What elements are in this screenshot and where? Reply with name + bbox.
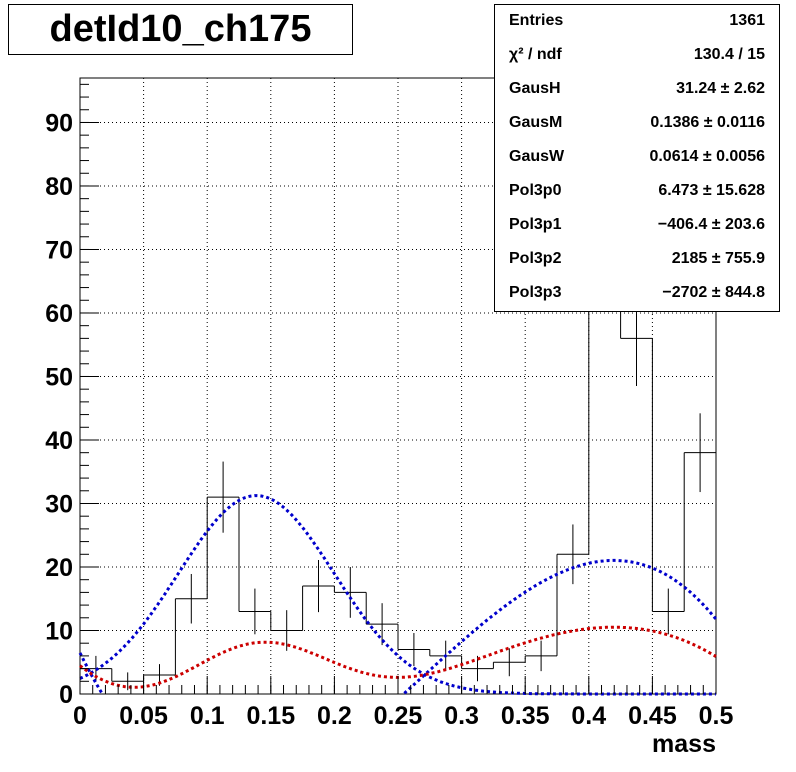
- stats-row: Entries 1361: [495, 5, 779, 37]
- x-tick-label: 0.15: [246, 702, 295, 730]
- x-tick-label: 0.2: [317, 702, 352, 730]
- x-tick-label: 0.4: [571, 702, 606, 730]
- stats-row-name: GausH: [509, 80, 561, 97]
- stats-row: Pol3p2 2185 ± 755.9: [495, 243, 779, 275]
- chart-title: detId10_ch175: [8, 4, 353, 55]
- stats-row: GausM 0.1386 ± 0.0116: [495, 107, 779, 139]
- y-tick-label: 70: [45, 236, 73, 264]
- stats-row-value: 0.0614 ± 0.0056: [649, 148, 765, 165]
- y-tick-label: 60: [45, 300, 73, 328]
- y-tick-label: 0: [59, 681, 73, 709]
- x-tick-label: 0.35: [501, 702, 550, 730]
- stats-row-value: −2702 ± 844.8: [662, 284, 765, 301]
- x-tick-label: 0.1: [190, 702, 225, 730]
- y-tick-label: 50: [45, 363, 73, 391]
- stats-row-value: −406.4 ± 203.6: [657, 216, 765, 233]
- x-tick-label: 0.05: [119, 702, 168, 730]
- stats-row: χ² / ndf 130.4 / 15: [495, 39, 779, 71]
- stats-row-name: Pol3p2: [509, 250, 562, 267]
- y-tick-label: 40: [45, 427, 73, 455]
- x-tick-label: 0.5: [699, 702, 734, 730]
- x-tick-label: 0.45: [628, 702, 677, 730]
- stats-box: Entries 1361 χ² / ndf 130.4 / 15 GausH 31.24 …: [494, 4, 780, 312]
- x-tick-label: 0.3: [444, 702, 479, 730]
- stats-row: GausW 0.0614 ± 0.0056: [495, 141, 779, 173]
- stats-row-value: 130.4 / 15: [693, 46, 765, 63]
- stats-row: GausH 31.24 ± 2.62: [495, 73, 779, 105]
- y-tick-label: 80: [45, 173, 73, 201]
- stats-row-value: 0.1386 ± 0.0116: [650, 114, 765, 131]
- stats-row-name: Entries: [509, 12, 564, 29]
- x-axis-title: mass: [652, 730, 716, 758]
- stats-row: Pol3p0 6.473 ± 15.628: [495, 175, 779, 207]
- stats-row-value: 31.24 ± 2.62: [676, 80, 765, 97]
- axes: 0 0.05 0.1 0.15 0.2 0.25 0.3 0.35 0.4 0.45 0.5 0 10 2…: [45, 83, 734, 730]
- stats-row-value: 1361: [729, 12, 765, 29]
- stats-row: Pol3p3 −2702 ± 844.8: [495, 277, 779, 309]
- x-tick-label: 0: [73, 702, 87, 730]
- stats-row: Pol3p1 −406.4 ± 203.6: [495, 209, 779, 241]
- stats-row-name: Pol3p1: [509, 216, 562, 233]
- stats-row-name: Pol3p3: [509, 284, 562, 301]
- y-tick-label: 10: [45, 617, 73, 645]
- stats-row-value: 2185 ± 755.9: [671, 250, 765, 267]
- stats-row-name: GausW: [509, 148, 565, 165]
- stats-row-name: Pol3p0: [509, 182, 562, 199]
- y-tick-label: 20: [45, 554, 73, 582]
- stats-row-value: 6.473 ± 15.628: [658, 182, 765, 199]
- x-tick-label: 0.25: [374, 702, 423, 730]
- stats-row-name: GausM: [509, 114, 563, 131]
- y-tick-label: 30: [45, 490, 73, 518]
- stats-row-name: χ² / ndf: [509, 46, 562, 63]
- y-tick-label: 90: [45, 109, 73, 137]
